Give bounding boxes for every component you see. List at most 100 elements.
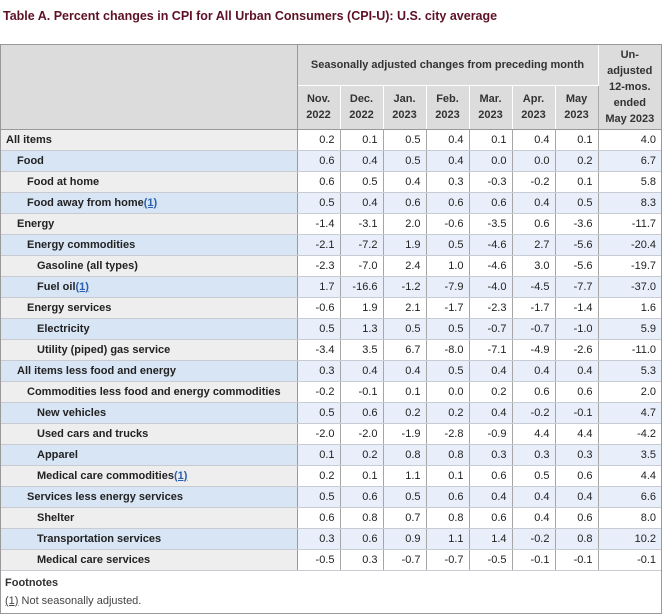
data-cell: 0.5 (339, 171, 383, 193)
data-cell: 3.5 (597, 444, 662, 466)
data-cell: 2.7 (511, 234, 555, 256)
table-row: Shelter 0.6 0.8 0.7 0.8 0.6 0.4 0.6 8.0 (1, 507, 662, 529)
row-label: Used cars and trucks (1, 423, 298, 445)
data-cell: 0.8 (425, 507, 469, 529)
data-cell: -0.1 (554, 549, 599, 571)
row-label: All items (1, 129, 298, 151)
table-row: Electricity 0.5 1.3 0.5 0.5 -0.7 -0.7 -1.0 5.9 (1, 318, 662, 340)
data-cell: 0.5 (382, 486, 426, 508)
table-row: Energy commodities -2.1 -7.2 1.9 0.5 -4.6 2.7-… (1, 234, 662, 256)
data-cell: 3.0 (511, 255, 555, 277)
data-cell: -0.2 (511, 402, 555, 424)
data-cell: 4.4 (554, 423, 599, 445)
data-cell: -1.4 (554, 297, 599, 319)
data-cell: 10.2 (597, 528, 662, 550)
table-row: Used cars and trucks -2.0 -2.0 -1.9 -2.8 -0.9… (1, 423, 662, 445)
row-label: Medical care services (1, 549, 298, 571)
data-cell: 2.1 (382, 297, 426, 319)
data-cell: -0.2 (511, 171, 555, 193)
data-cell: 1.1 (382, 465, 426, 487)
data-cell: -0.6 (425, 213, 469, 235)
data-cell: 0.0 (468, 150, 512, 172)
data-cell: -4.5 (511, 276, 555, 298)
data-cell: 0.1 (554, 171, 599, 193)
data-cell: 8.3 (597, 192, 662, 214)
row-label: Electricity (1, 318, 298, 340)
data-cell: 0.2 (468, 381, 512, 403)
data-cell: 0.1 (425, 465, 469, 487)
data-cell: -16.6 (339, 276, 383, 298)
data-cell: -0.5 (468, 549, 512, 571)
data-cell: -5.6 (554, 255, 599, 277)
table-header: Seasonally adjusted changes from precedi… (1, 45, 662, 130)
cpi-table: Seasonally adjusted changes from precedi… (1, 45, 662, 571)
data-cell: 0.4 (468, 486, 512, 508)
data-cell: 5.3 (597, 360, 662, 382)
data-cell: -37.0 (597, 276, 662, 298)
data-cell: 0.5 (511, 465, 555, 487)
table-body: All items 0.2 0.1 0.5 0.4 0.1 0.4 0.1 4.0 Food 0.6… (1, 129, 662, 571)
data-cell: 0.6 (554, 381, 599, 403)
data-cell: -0.3 (468, 171, 512, 193)
data-cell: -1.0 (554, 318, 599, 340)
data-cell: -4.0 (468, 276, 512, 298)
footnote-link[interactable]: (1) (75, 280, 89, 293)
cpi-table-container: Seasonally adjusted changes from precedi… (0, 44, 662, 614)
month-header-cell: Dec. 2022 (339, 84, 384, 130)
table-row: All items less food and energy 0.3 0.4 0.4 0… (1, 360, 662, 382)
month-header-cell: May 2023 (554, 84, 599, 130)
data-cell: 1.4 (468, 528, 512, 550)
data-cell: 0.6 (468, 192, 512, 214)
data-cell: -8.0 (425, 339, 469, 361)
data-cell: 0.8 (554, 528, 599, 550)
data-cell: -1.4 (297, 213, 340, 235)
data-cell: 0.1 (339, 129, 383, 151)
data-cell: 2.0 (597, 381, 662, 403)
footnote-link[interactable]: (1) (173, 469, 188, 482)
header-row-group: Seasonally adjusted changes from precedi… (1, 45, 662, 130)
footnote-link[interactable]: (1) (143, 196, 158, 209)
data-cell: -4.6 (468, 234, 512, 256)
data-cell: 1.3 (339, 318, 383, 340)
data-cell: -3.4 (297, 339, 340, 361)
data-cell: -2.6 (554, 339, 599, 361)
data-cell: 0.6 (511, 213, 555, 235)
row-label: Food (1, 150, 298, 172)
row-label: New vehicles (1, 402, 298, 424)
data-cell: 0.6 (297, 507, 340, 529)
data-cell: 0.3 (425, 171, 469, 193)
footnotes-section: Footnotes (1) Not seasonally adjusted. (1, 570, 661, 613)
header-row-months: Nov. 2022 Dec. 2022 Jan. 2023 Feb. 2023 Mar. 2023… (1, 84, 661, 130)
data-cell: 0.1 (339, 465, 383, 487)
data-cell: -0.2 (511, 528, 555, 550)
data-cell: 0.6 (554, 465, 599, 487)
table-row: Food at home 0.6 0.5 0.4 0.3 -0.3 -0.2 0.1 5.8 (1, 171, 662, 193)
data-cell: 0.5 (425, 234, 469, 256)
footnote-marker-link[interactable]: (1) (5, 594, 19, 607)
data-cell: 3.5 (339, 339, 383, 361)
data-cell: 0.4 (554, 360, 599, 382)
data-cell: -3.5 (468, 213, 512, 235)
table-row: Services less energy services 0.5 0.6 0.5 0.… (1, 486, 662, 508)
data-cell: 0.5 (297, 318, 340, 340)
data-cell: -1.7 (511, 297, 555, 319)
table-row: Commodities less food and energy commodi… (1, 381, 662, 403)
data-cell: 0.4 (339, 360, 383, 382)
footnote-item: (1) Not seasonally adjusted. (5, 594, 142, 607)
table-row: Apparel 0.1 0.2 0.8 0.8 0.3 0.3 0.3 3.5 (1, 444, 662, 466)
data-cell: 4.0 (597, 129, 662, 151)
table-row: Transportation services 0.3 0.6 0.9 1.1 1.4 -0… (1, 528, 662, 550)
row-label: Food at home (1, 171, 298, 193)
data-cell: 0.4 (468, 402, 512, 424)
unadjusted-12mo-header: Un-adjusted 12-mos. ended May 2023 (597, 45, 662, 130)
data-cell: 0.0 (425, 381, 469, 403)
data-cell: -3.1 (339, 213, 383, 235)
row-label: Food away from home(1) (1, 192, 298, 214)
data-cell: 5.9 (597, 318, 662, 340)
data-cell: 4.4 (597, 465, 662, 487)
data-cell: 0.1 (468, 129, 512, 151)
data-cell: 0.5 (297, 486, 340, 508)
data-cell: 0.4 (511, 507, 555, 529)
data-cell: 0.4 (382, 171, 426, 193)
table-row: Energy -1.4 -3.1 2.0 -0.6 -3.5 0.6 -3.6 -11.7 (1, 213, 662, 235)
